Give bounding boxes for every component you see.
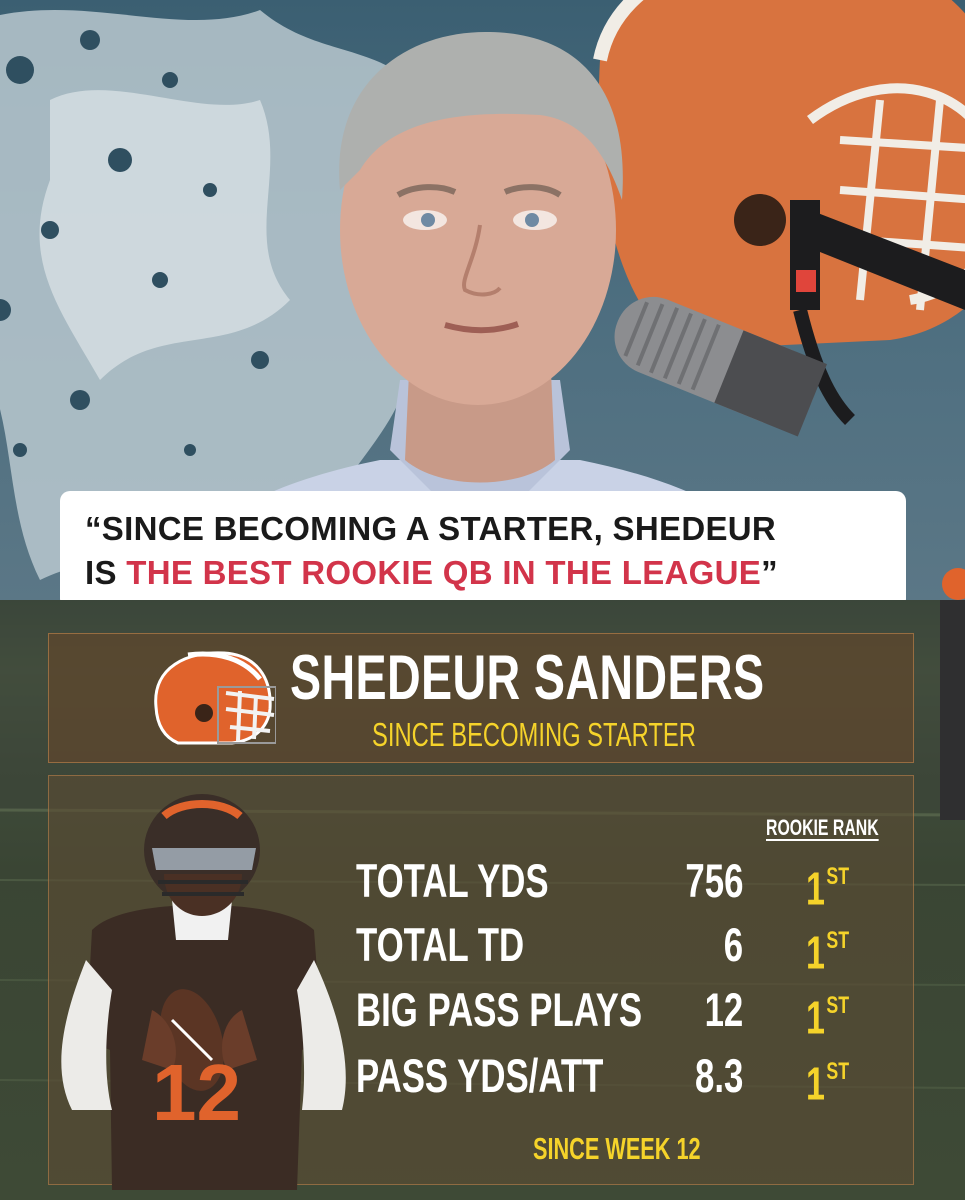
stat-rank: 1ST bbox=[806, 991, 850, 1044]
sideline-figure bbox=[940, 568, 965, 820]
stat-value: 8.3 bbox=[694, 1049, 743, 1102]
stat-label: TOTAL TD bbox=[356, 918, 525, 971]
footnote: SINCE WEEK 12 bbox=[533, 1131, 701, 1166]
stat-rank: 1ST bbox=[806, 862, 850, 915]
player-subtitle: SINCE BECOMING STARTER bbox=[372, 716, 696, 753]
player-name: SHEDEUR SANDERS bbox=[290, 643, 765, 713]
stat-label: BIG PASS PLAYS bbox=[356, 983, 643, 1036]
stat-rank: 1ST bbox=[806, 926, 850, 979]
stat-row: PASS YDS/ATT 8.3 1ST bbox=[0, 1048, 965, 1110]
player-cutout: 12 bbox=[61, 794, 346, 1190]
background-splatter-art bbox=[0, 10, 430, 580]
stat-row: TOTAL TD 6 1ST bbox=[0, 917, 965, 979]
quote-highlight: THE BEST ROOKIE QB IN THE LEAGUE bbox=[126, 554, 762, 591]
microphone-icon bbox=[614, 200, 965, 437]
stat-label: PASS YDS/ATT bbox=[356, 1049, 604, 1102]
stat-label: TOTAL YDS bbox=[356, 854, 549, 907]
browns-helmet-logo-icon bbox=[154, 651, 276, 745]
quote-caption: “SINCE BECOMING A STARTER, SHEDEUR IS TH… bbox=[60, 491, 906, 609]
studio-photo bbox=[0, 0, 965, 600]
stat-row: TOTAL YDS 756 1ST bbox=[0, 853, 965, 915]
quote-line-2: IS THE BEST ROOKIE QB IN THE LEAGUE” bbox=[85, 554, 778, 591]
quote-line-1: “SINCE BECOMING A STARTER, SHEDEUR bbox=[85, 510, 777, 547]
stat-value: 6 bbox=[723, 918, 743, 971]
stat-row: BIG PASS PLAYS 12 1ST bbox=[0, 982, 965, 1044]
jersey-number: 12 bbox=[152, 1048, 241, 1137]
stat-value: 756 bbox=[684, 854, 743, 907]
stat-rank: 1ST bbox=[806, 1057, 850, 1110]
rookie-rank-header: ROOKIE RANK bbox=[766, 815, 879, 840]
stat-value: 12 bbox=[704, 983, 743, 1036]
